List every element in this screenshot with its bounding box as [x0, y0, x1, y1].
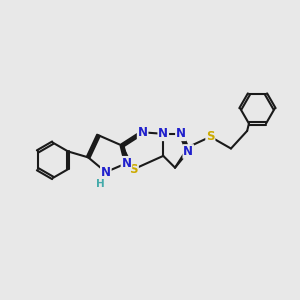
Text: N: N [122, 157, 131, 170]
Text: S: S [130, 163, 138, 176]
Text: N: N [176, 127, 186, 140]
Text: H: H [96, 179, 105, 189]
Text: S: S [206, 130, 214, 143]
Text: N: N [101, 166, 111, 178]
Text: N: N [158, 127, 168, 140]
Text: N: N [183, 145, 193, 158]
Text: N: N [138, 126, 148, 139]
